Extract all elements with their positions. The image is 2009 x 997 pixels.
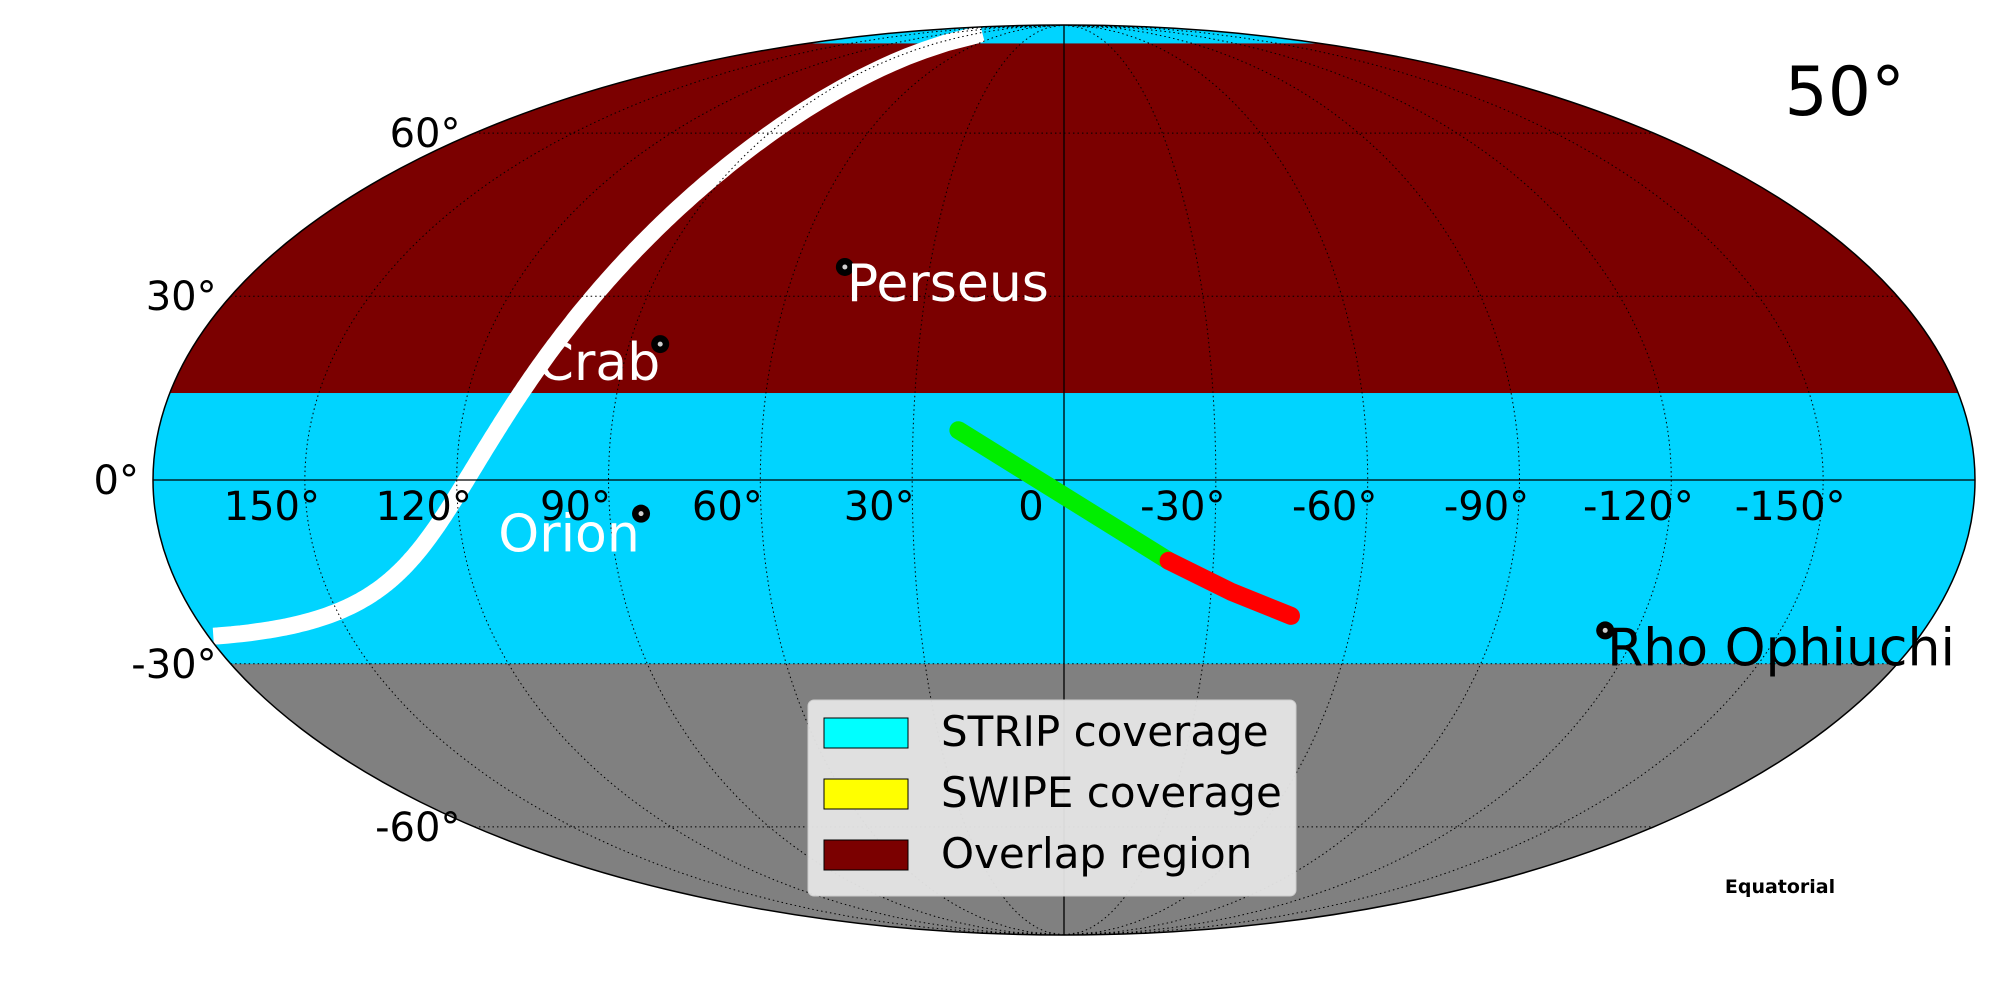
source-label-perseus: Perseus: [847, 254, 1049, 314]
lon-tick-label: 120°: [375, 484, 471, 530]
lon-tick-label: 60°: [692, 484, 763, 530]
meridian-gridline: [1063, 25, 1521, 935]
source-marker-center: [842, 264, 848, 270]
lon-tick-label: -60°: [1292, 484, 1377, 530]
lon-tick-label: 30°: [844, 484, 915, 530]
galactic-plane-band: [209, 25, 985, 645]
scan-track: [1159, 551, 1300, 625]
meridian-gridline: [607, 25, 1065, 935]
scan-track: [949, 421, 1178, 570]
legend-swatch: [823, 717, 909, 749]
source-marker-center: [657, 341, 663, 347]
source-label-orion: Orion: [498, 505, 640, 565]
lon-tick-label: 150°: [224, 484, 320, 530]
lon-tick-label: -90°: [1444, 484, 1529, 530]
source-label-rho-ophiuchi: Rho Ophiuchi: [1607, 618, 1955, 678]
legend-swatch: [823, 839, 909, 871]
lat-tick-label: 30°: [146, 274, 217, 320]
corner-angle-label: 50°: [1784, 53, 1905, 132]
legend-box: [807, 699, 1297, 897]
legend-label: Overlap region: [941, 829, 1252, 878]
lat-tick-label: 0°: [94, 458, 139, 504]
lon-tick-label: 0: [1018, 484, 1043, 530]
lat-tick-label: 60°: [390, 111, 461, 157]
source-marker-center: [638, 511, 644, 517]
lon-tick-label: -150°: [1735, 484, 1846, 530]
coord-frame-label: Equatorial: [1725, 876, 1835, 898]
map-outline: [152, 24, 1976, 936]
lat-tick-label: -60°: [375, 805, 460, 851]
legend-label: SWIPE coverage: [941, 768, 1282, 817]
legend-swatch: [823, 778, 909, 810]
source-marker-center: [1602, 627, 1608, 633]
lat-tick-label: -30°: [131, 642, 216, 688]
lon-tick-label: -30°: [1140, 484, 1225, 530]
lon-tick-label: 90°: [540, 484, 611, 530]
source-label-crab: Crab: [538, 333, 661, 393]
legend-label: STRIP coverage: [941, 707, 1269, 756]
lon-tick-label: -120°: [1583, 484, 1694, 530]
